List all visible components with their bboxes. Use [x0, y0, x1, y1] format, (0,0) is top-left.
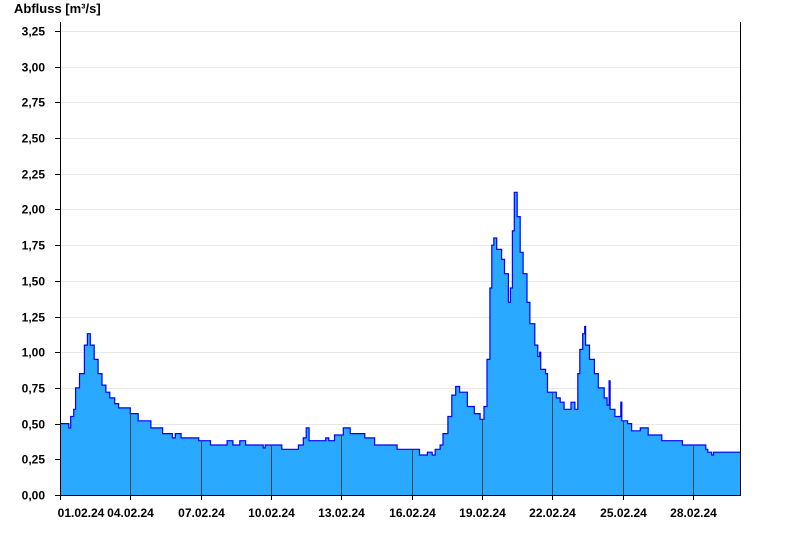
gridlines	[60, 31, 740, 460]
x-tick-label: 13.02.24	[318, 506, 365, 520]
x-tick-label: 28.02.24	[670, 506, 717, 520]
y-tick-label: 2,00	[22, 203, 46, 217]
y-tick-labels: 0,00 0,25 0,50 0,75 1,00 1,25 1,50 1,75 2,00 2,25…	[22, 25, 46, 503]
y-tick-label: 2,75	[22, 96, 46, 110]
y-tick-label: 2,50	[22, 132, 46, 146]
x-tick-label: 10.02.24	[248, 506, 295, 520]
x-tick-label: 04.02.24	[107, 506, 154, 520]
y-tick-label: 0,00	[22, 489, 46, 503]
x-tick-label: 19.02.24	[459, 506, 506, 520]
series-area	[60, 191, 740, 496]
x-tick-labels: 01.02.24 04.02.24 07.02.24 10.02.24 13.02.24…	[58, 506, 718, 520]
y-tick-label: 1,75	[22, 239, 46, 253]
y-tick-label: 3,00	[22, 61, 46, 75]
y-axis-title: Abfluss [m³/s]	[14, 1, 101, 16]
x-tick-label: 16.02.24	[389, 506, 436, 520]
y-tick-label: 2,25	[22, 168, 46, 182]
x-tick-label: 25.02.24	[600, 506, 647, 520]
y-tick-label: 0,50	[22, 418, 46, 432]
y-tick-label: 0,75	[22, 382, 46, 396]
y-tick-label: 0,25	[22, 453, 46, 467]
y-tick-label: 3,25	[22, 25, 46, 39]
y-tick-label: 1,25	[22, 311, 46, 325]
y-tick-label: 1,50	[22, 275, 46, 289]
area-fill	[60, 192, 740, 496]
series-line	[60, 191, 740, 456]
day-markers	[130, 392, 694, 495]
axes	[55, 22, 741, 500]
x-tick-label: 07.02.24	[178, 506, 225, 520]
x-tick-label: 01.02.24	[58, 506, 105, 520]
y-tick-label: 1,00	[22, 346, 46, 360]
x-tick-label: 22.02.24	[529, 506, 576, 520]
